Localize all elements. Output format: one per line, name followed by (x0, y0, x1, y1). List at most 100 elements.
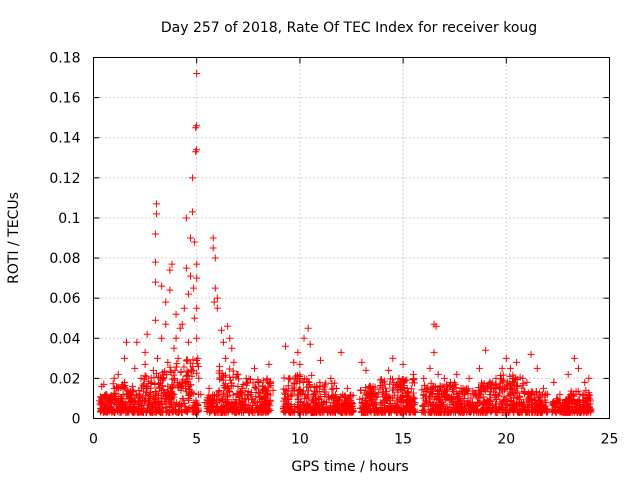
data-point (262, 386, 270, 394)
data-point (535, 403, 543, 411)
data-point (544, 390, 552, 398)
data-point (581, 378, 589, 386)
data-point (450, 388, 458, 396)
data-point (356, 404, 364, 412)
data-point (286, 408, 294, 416)
y-tick-label: 0 (72, 412, 81, 428)
data-point (453, 370, 461, 378)
data-point (304, 324, 312, 332)
data-point (474, 405, 482, 413)
data-point (305, 387, 313, 395)
data-point (189, 363, 197, 371)
data-point (332, 391, 340, 399)
data-point (215, 406, 223, 414)
data-point (191, 408, 199, 416)
data-point (554, 395, 562, 403)
data-point (295, 386, 303, 394)
data-point (158, 282, 166, 290)
data-point (180, 304, 188, 312)
data-point (120, 378, 128, 386)
data-point (409, 400, 417, 408)
data-point (281, 342, 289, 350)
data-point (570, 354, 578, 362)
data-point (284, 400, 292, 408)
data-point (394, 403, 402, 411)
data-point (252, 392, 260, 400)
data-point (215, 388, 223, 396)
data-point (216, 397, 224, 405)
data-point (519, 374, 527, 382)
data-point (172, 334, 180, 342)
data-point (255, 378, 263, 386)
data-point (327, 402, 335, 410)
data-point (300, 334, 308, 342)
data-point (109, 380, 117, 388)
data-point (112, 389, 120, 397)
y-tick-label: 0.14 (49, 131, 80, 147)
data-point (492, 400, 500, 408)
data-point (463, 407, 471, 415)
data-point (584, 408, 592, 416)
data-point (182, 384, 190, 392)
data-point (403, 376, 411, 384)
data-point (378, 403, 386, 411)
data-point (418, 386, 426, 394)
data-point (463, 386, 471, 394)
data-point (220, 338, 228, 346)
data-point (510, 394, 518, 402)
data-point (101, 393, 109, 401)
data-point (175, 401, 183, 409)
y-tick-label: 0.02 (49, 371, 80, 387)
data-point (385, 393, 393, 401)
data-point (426, 364, 434, 372)
data-point (154, 373, 162, 381)
data-point (344, 400, 352, 408)
data-point (379, 398, 387, 406)
data-point (171, 376, 179, 384)
data-point (331, 379, 339, 387)
data-point (187, 234, 195, 242)
data-point (176, 408, 184, 416)
data-point (460, 395, 468, 403)
data-point (527, 350, 535, 358)
y-tick-labels: 0 0.02 0.04 0.06 0.08 0.1 0.12 0.14 0.16 0.18 (49, 51, 80, 428)
data-point (436, 384, 444, 392)
data-point (166, 402, 174, 410)
data-point (133, 338, 141, 346)
data-point (172, 408, 180, 416)
data-point (147, 401, 155, 409)
data-point (131, 364, 139, 372)
data-point (169, 381, 177, 389)
data-point (108, 406, 116, 414)
data-point (343, 384, 351, 392)
data-point (393, 397, 401, 405)
data-point (234, 383, 242, 391)
data-point (242, 374, 250, 382)
data-point (166, 395, 174, 403)
data-point (303, 395, 311, 403)
data-point (193, 70, 201, 78)
data-point (482, 346, 490, 354)
data-point (403, 392, 411, 400)
data-point (158, 334, 166, 342)
data-point (214, 392, 222, 400)
data-point (452, 381, 460, 389)
data-point (211, 254, 219, 262)
data-point (219, 407, 227, 415)
data-point (440, 408, 448, 416)
data-point (151, 316, 159, 324)
data-point (582, 387, 590, 395)
data-point (185, 396, 193, 404)
chart-title: Day 257 of 2018, Rate Of TEC Index for r… (161, 20, 537, 36)
data-point (503, 378, 511, 386)
data-point (479, 381, 487, 389)
data-point (250, 364, 258, 372)
data-point (524, 408, 532, 416)
data-point (399, 404, 407, 412)
data-point (164, 358, 172, 366)
data-point (403, 384, 411, 392)
data-point (107, 400, 115, 408)
data-point (320, 407, 328, 415)
data-point (97, 397, 105, 405)
data-point (191, 238, 199, 246)
